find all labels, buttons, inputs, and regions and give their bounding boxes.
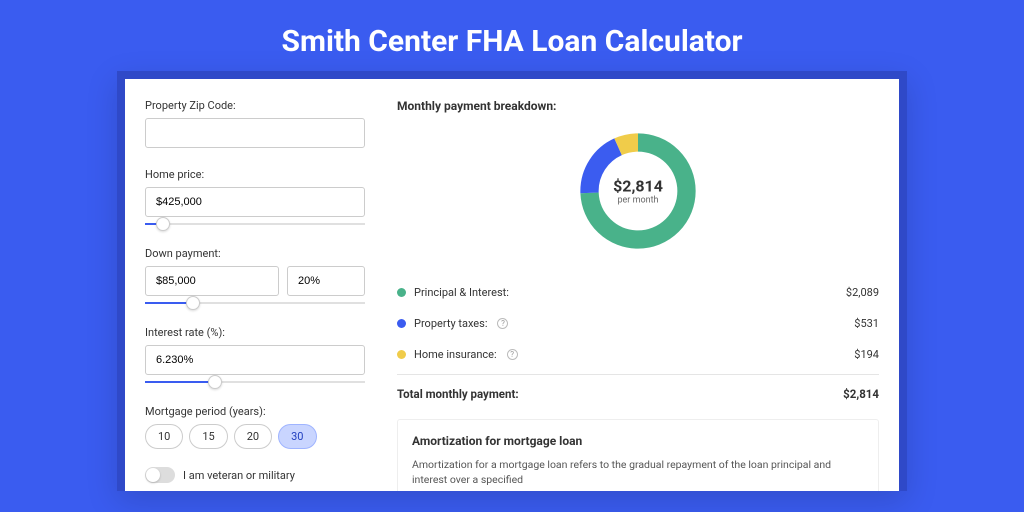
breakdown-column: Monthly payment breakdown: $2,814 per mo…: [385, 79, 899, 491]
period-option-30[interactable]: 30: [278, 424, 316, 449]
interest-slider[interactable]: [145, 375, 365, 389]
donut-amount: $2,814: [613, 177, 663, 196]
page-title: Smith Center FHA Loan Calculator: [0, 0, 1024, 71]
period-option-10[interactable]: 10: [145, 424, 183, 449]
home-price-slider[interactable]: [145, 217, 365, 231]
amortization-box: Amortization for mortgage loan Amortizat…: [397, 419, 879, 491]
amortization-title: Amortization for mortgage loan: [412, 434, 864, 448]
legend-value: $531: [854, 317, 879, 330]
slider-thumb[interactable]: [186, 296, 200, 310]
veteran-label: I am veteran or military: [183, 469, 295, 482]
legend-label: Principal & Interest:: [414, 286, 509, 299]
legend-value: $2,089: [846, 286, 879, 299]
legend-row-0: Principal & Interest: $2,089: [397, 277, 879, 308]
legend-label: Home insurance:: [414, 348, 497, 361]
period-option-15[interactable]: 15: [189, 424, 227, 449]
zip-input[interactable]: [145, 118, 365, 148]
donut-chart: $2,814 per month: [574, 127, 702, 255]
down-payment-input[interactable]: [145, 266, 279, 296]
form-column: Property Zip Code: Home price: Down paym…: [125, 79, 385, 491]
total-value: $2,814: [843, 387, 879, 401]
help-icon[interactable]: ?: [507, 349, 518, 360]
slider-thumb[interactable]: [208, 375, 222, 389]
donut-sub: per month: [613, 196, 663, 206]
mortgage-period-label: Mortgage period (years):: [145, 405, 365, 418]
legend-row-2: Home insurance:? $194: [397, 339, 879, 370]
legend-label: Property taxes:: [414, 317, 487, 330]
period-option-20[interactable]: 20: [234, 424, 272, 449]
down-payment-pct-input[interactable]: [287, 266, 365, 296]
legend-value: $194: [854, 348, 879, 361]
home-price-label: Home price:: [145, 168, 365, 181]
slider-thumb[interactable]: [156, 217, 170, 231]
home-price-input[interactable]: [145, 187, 365, 217]
legend-row-1: Property taxes:? $531: [397, 308, 879, 339]
interest-label: Interest rate (%):: [145, 326, 365, 339]
down-payment-slider[interactable]: [145, 296, 365, 310]
calculator-panel: Property Zip Code: Home price: Down paym…: [117, 71, 907, 491]
legend-dot: [397, 288, 406, 297]
breakdown-title: Monthly payment breakdown:: [397, 99, 879, 113]
help-icon[interactable]: ?: [497, 318, 508, 329]
legend-dot: [397, 350, 406, 359]
interest-input[interactable]: [145, 345, 365, 375]
total-label: Total monthly payment:: [397, 387, 519, 401]
amortization-text: Amortization for a mortgage loan refers …: [412, 458, 864, 487]
veteran-toggle[interactable]: [145, 467, 175, 483]
down-payment-label: Down payment:: [145, 247, 365, 260]
zip-label: Property Zip Code:: [145, 99, 365, 112]
legend-dot: [397, 319, 406, 328]
